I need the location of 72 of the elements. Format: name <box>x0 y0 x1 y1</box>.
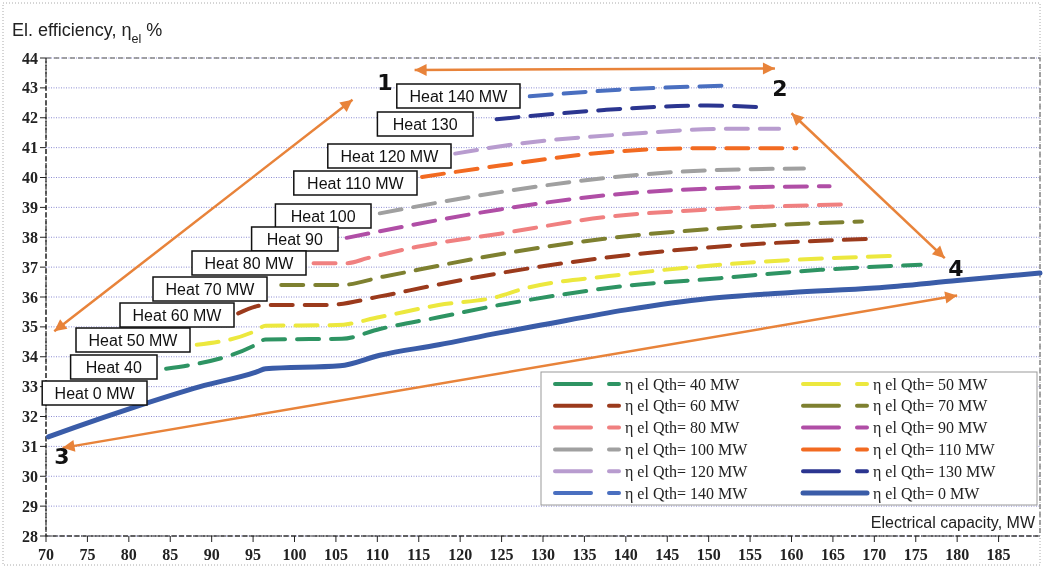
y-tick-label: 39 <box>22 198 38 216</box>
annotation: Heat 120 MW <box>340 147 440 165</box>
legend-label: η el Qth= 80 MW <box>625 419 741 438</box>
legend-label: η el Qth= 130 MW <box>873 462 997 481</box>
annotation: Heat 70 MW <box>165 280 256 298</box>
x-tick-label: 135 <box>572 546 597 563</box>
legend-label: η el Qth= 90 MW <box>873 419 989 438</box>
x-tick-label: 175 <box>903 546 928 563</box>
annotation: 3 <box>54 443 70 469</box>
annotation: 4 <box>948 255 964 281</box>
annotation: 1 <box>377 69 393 95</box>
x-tick-label: 120 <box>448 546 473 563</box>
x-tick-label: 140 <box>613 546 638 563</box>
y-tick-label: 33 <box>22 378 38 396</box>
x-tick-label: 155 <box>738 546 763 563</box>
annotation: Heat 40 <box>85 358 142 376</box>
x-tick-label: 115 <box>407 546 431 563</box>
annotation: Heat 130 <box>392 115 458 133</box>
line-series <box>377 166 806 216</box>
legend-label: η el Qth= 120 MW <box>625 462 749 481</box>
legend-label: η el Qth= 100 MW <box>625 441 749 459</box>
annotation: Heat 90 <box>266 230 323 248</box>
x-tick-label: 75 <box>79 546 96 563</box>
legend-label: η el Qth= 0 MW <box>873 484 981 503</box>
annotation: Heat 110 MW <box>307 174 405 192</box>
y-tick-label: 29 <box>22 497 38 515</box>
y-tick-label: 40 <box>22 169 38 187</box>
y-tick-label: 36 <box>22 288 38 306</box>
y-tick-label: 35 <box>22 318 38 336</box>
legend-label: η el Qth= 140 MW <box>625 484 749 503</box>
annotation: 2 <box>772 75 788 101</box>
y-tick-label: 37 <box>22 258 38 276</box>
x-tick-label: 105 <box>323 546 348 563</box>
x-tick-label: 170 <box>862 546 887 563</box>
x-tick-label: 110 <box>365 546 389 563</box>
y-tick-label: 30 <box>22 467 38 485</box>
y-tick-label: 44 <box>22 49 38 67</box>
y-tick-label: 41 <box>22 139 38 157</box>
x-tick-label: 100 <box>282 546 307 563</box>
y-tick-label: 32 <box>22 408 38 426</box>
x-tick-label: 70 <box>38 546 54 563</box>
x-tick-label: 95 <box>245 546 262 563</box>
x-tick-label: 185 <box>986 546 1011 563</box>
annotation: Heat 60 MW <box>132 306 223 324</box>
y-tick-label: 31 <box>22 437 38 455</box>
x-tick-label: 165 <box>820 546 845 563</box>
x-tick-label: 145 <box>655 546 680 563</box>
x-tick-label: 90 <box>203 546 220 563</box>
annotation: Heat 80 MW <box>204 254 295 272</box>
y-tick-label: 28 <box>22 527 38 545</box>
x-tick-label: 160 <box>779 546 804 563</box>
y-tick-label: 34 <box>22 348 38 366</box>
y-axis-title: El. efficiency, η$_{el}$ % <box>12 20 163 46</box>
legend-label: η el Qth= 70 MW <box>873 397 989 416</box>
legend-label: η el Qth= 40 MW <box>625 375 741 394</box>
legend-label: η el Qth= 60 MW <box>625 397 741 416</box>
x-tick-label: 80 <box>120 546 137 563</box>
annotation: Heat 50 MW <box>88 331 179 349</box>
x-tick-label: 125 <box>489 546 514 563</box>
legend-label: η el Qth= 110 MW <box>873 441 996 459</box>
y-tick-label: 43 <box>22 79 38 97</box>
annotation: Heat 0 MW <box>54 384 136 402</box>
x-tick-label: 180 <box>945 546 970 563</box>
y-tick-label: 38 <box>22 228 38 246</box>
y-tick-label: 42 <box>22 109 38 127</box>
x-tick-label: 130 <box>531 546 555 563</box>
x-tick-label: 150 <box>696 546 721 563</box>
annotation: Heat 140 MW <box>409 87 509 105</box>
annotation: Heat 100 <box>290 207 356 225</box>
x-tick-label: 85 <box>162 546 179 563</box>
legend-label: η el Qth= 50 MW <box>873 375 989 394</box>
x-axis-title: Electrical capacity, MW <box>870 514 1036 531</box>
